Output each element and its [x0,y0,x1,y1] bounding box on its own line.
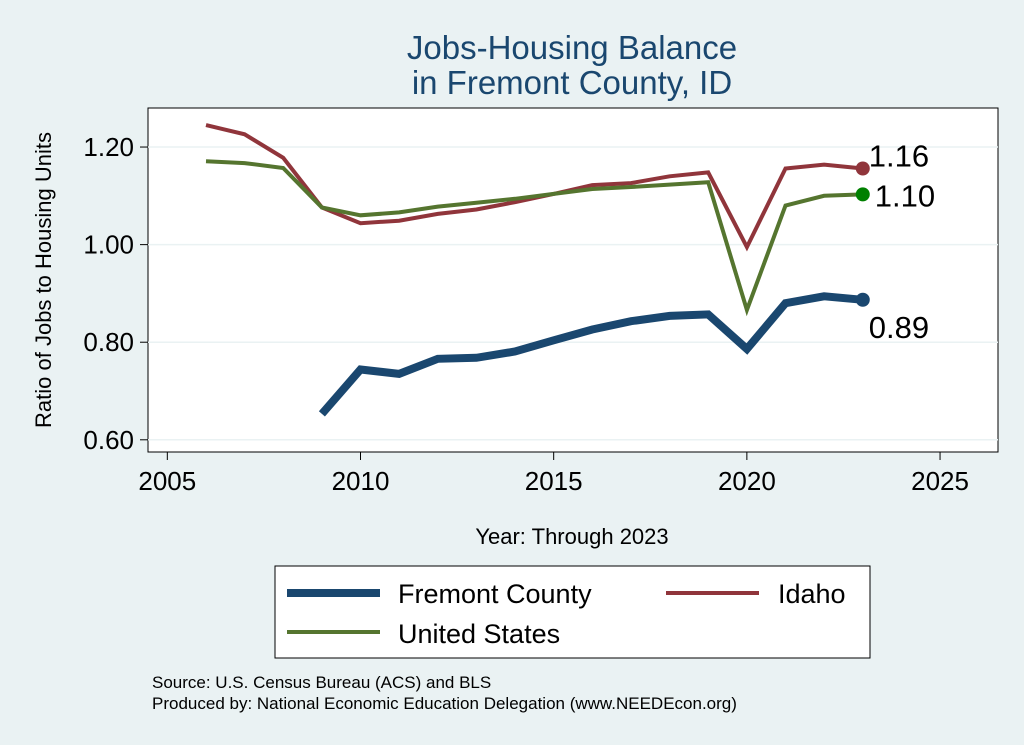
end-label-united-states: 1.10 [875,178,935,213]
legend-label-fremont: Fremont County [398,579,592,609]
x-tick-label: 2020 [718,466,776,496]
end-label-fremont-county: 0.89 [869,310,929,345]
axis-ticks: 0.60 0.80 1.00 1.20 2005 2010 2015 2020 2025 [83,132,969,496]
y-axis-label: Ratio of Jobs to Housing Units [31,132,56,428]
chart-title-line-2: in Fremont County, ID [412,64,732,101]
series-line-united-states [205,159,863,317]
x-tick-label: 2025 [911,466,969,496]
end-labels: 1.16 1.10 0.89 [855,139,935,345]
chart-title-line-1: Jobs-Housing Balance [407,29,737,66]
x-tick-label: 2015 [525,466,583,496]
x-tick-label: 2010 [332,466,390,496]
y-tick-label: 0.60 [83,425,134,455]
x-axis-label: Year: Through 2023 [475,524,668,549]
end-marker-united-states [855,187,870,202]
legend: Fremont County Idaho United States [274,565,871,659]
series-lines [205,123,864,417]
end-marker-fremont-county [855,292,870,307]
series-line-fremont-county [318,292,864,417]
end-label-idaho: 1.16 [869,139,929,174]
legend-box [274,565,871,659]
y-tick-label: 0.80 [83,327,134,357]
y-tick-label: 1.00 [83,230,134,260]
end-marker-idaho [855,161,870,176]
source-note: Source: U.S. Census Bureau (ACS) and BLS [152,673,491,692]
producer-note: Produced by: National Economic Education… [152,694,737,713]
grid-lines [148,146,998,441]
x-tick-label: 2005 [138,466,196,496]
legend-label-us: United States [398,619,560,649]
y-tick-label: 1.20 [83,132,134,162]
legend-label-idaho: Idaho [778,579,846,609]
